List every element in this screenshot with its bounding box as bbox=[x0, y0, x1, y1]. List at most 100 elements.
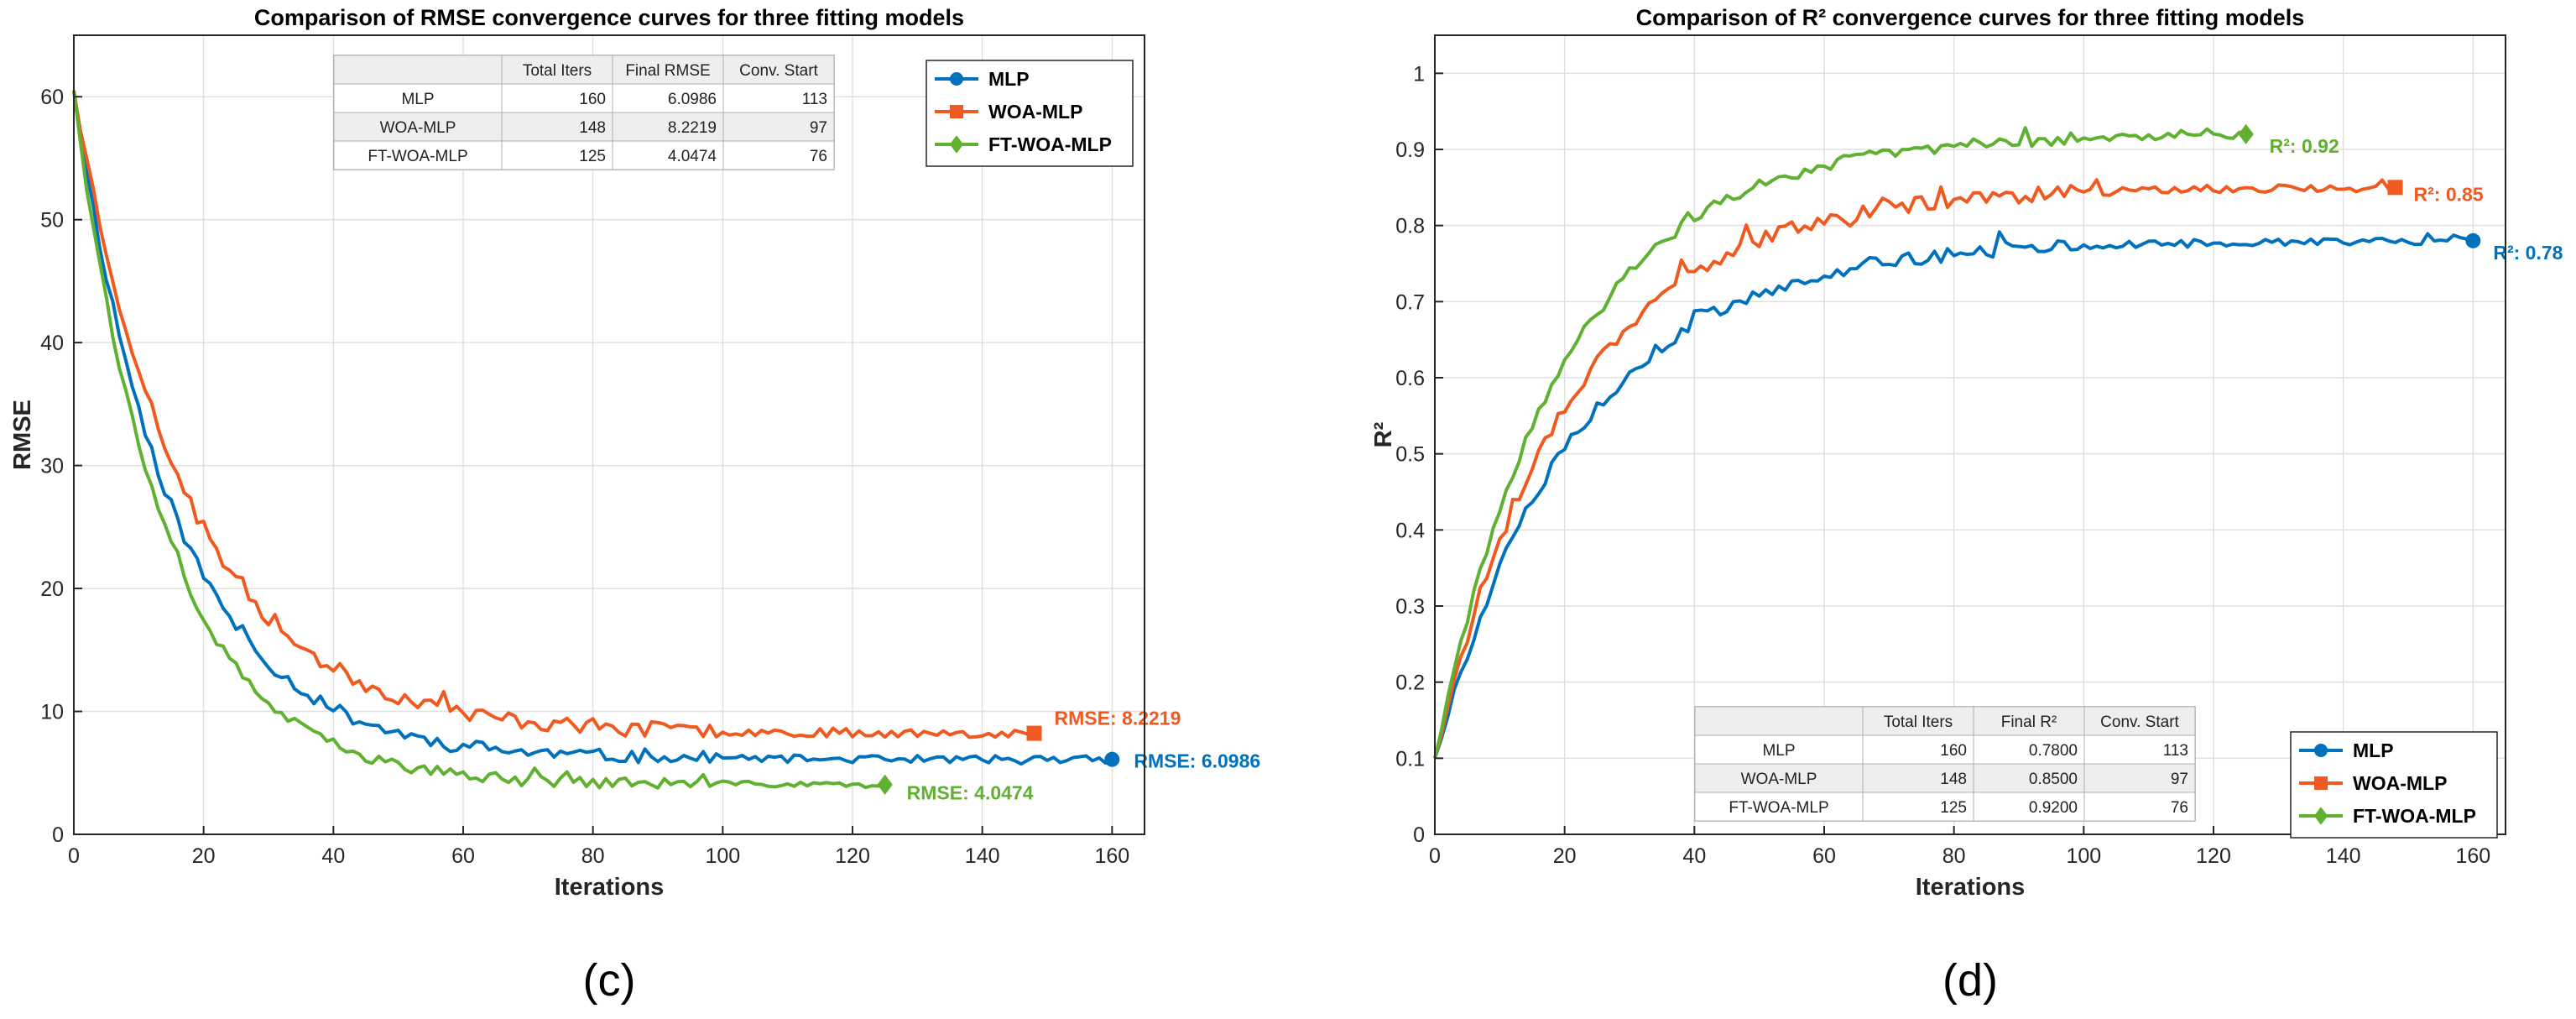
table-cell: 4.0474 bbox=[668, 148, 717, 165]
x-tick-label: 80 bbox=[1942, 844, 1966, 868]
y-tick-label: 20 bbox=[40, 577, 64, 601]
end-marker-woa-mlp bbox=[1026, 725, 1042, 741]
table-cell: 113 bbox=[802, 91, 827, 108]
table-row bbox=[333, 83, 835, 113]
table-cell: 8.2219 bbox=[668, 119, 717, 137]
y-tick-label: 10 bbox=[40, 701, 64, 724]
axes-box bbox=[73, 34, 1145, 835]
series-line-mlp bbox=[72, 90, 1113, 766]
end-label-mlp: RMSE: 6.0986 bbox=[1134, 750, 1260, 772]
legend-marker bbox=[2313, 807, 2328, 825]
y-tick-label: 40 bbox=[40, 332, 64, 355]
table-cell: 0.7800 bbox=[2029, 742, 2078, 760]
y-tick-label: 0.6 bbox=[1395, 367, 1425, 390]
series-group bbox=[1433, 126, 2474, 759]
table-cell: 148 bbox=[1940, 771, 1967, 788]
x-tick-label: 60 bbox=[451, 844, 475, 868]
table-cell: MLP bbox=[1762, 742, 1795, 760]
y-tick-label: 0.5 bbox=[1395, 443, 1425, 467]
y-tick-label: 0 bbox=[52, 823, 64, 847]
legend-marker bbox=[949, 135, 964, 154]
panel-label: (c) bbox=[583, 955, 636, 1006]
y-tick-label: 0.8 bbox=[1395, 215, 1425, 238]
x-tick-label: 40 bbox=[1682, 844, 1706, 868]
series-line-ft-woa-mlp bbox=[72, 90, 886, 790]
plot-area bbox=[1435, 35, 2506, 834]
table-cell: 125 bbox=[1940, 799, 1967, 817]
table-cell: 76 bbox=[2171, 799, 2188, 817]
series-line-ft-woa-mlp bbox=[1433, 126, 2247, 759]
legend-marker bbox=[950, 105, 963, 118]
x-axis-label: Iterations bbox=[555, 874, 665, 901]
series-line-woa-mlp bbox=[72, 90, 1035, 739]
table-header-cell: Total Iters bbox=[523, 62, 592, 80]
table-cell: 97 bbox=[2171, 771, 2188, 788]
end-label-woa-mlp: R²: 0.85 bbox=[2414, 183, 2484, 205]
x-axis-label: Iterations bbox=[1916, 874, 2026, 901]
table-header-cell: Conv. Start bbox=[739, 62, 818, 80]
legend-label: MLP bbox=[2353, 739, 2394, 761]
table-cell: 97 bbox=[810, 119, 827, 137]
table-cell: 125 bbox=[579, 148, 606, 165]
y-tick-label: 0 bbox=[1413, 823, 1425, 847]
x-tick-label: 160 bbox=[2455, 844, 2490, 868]
end-marker-mlp bbox=[2465, 233, 2481, 248]
tick-labels: 0 20 40 60 80 100 120 140 160 0 10 20 30 40 50 60 bbox=[40, 86, 1129, 868]
y-tick-label: 50 bbox=[40, 209, 64, 233]
table-row bbox=[1694, 763, 2196, 793]
y-tick-label: 30 bbox=[40, 455, 64, 478]
x-tick-label: 120 bbox=[835, 844, 870, 868]
end-label-mlp: R²: 0.78 bbox=[2493, 242, 2563, 264]
table-cell: 160 bbox=[1940, 742, 1967, 760]
x-tick-label: 40 bbox=[321, 844, 345, 868]
chart-title: Comparison of RMSE convergence curves fo… bbox=[254, 5, 964, 30]
table-cell: FT-WOA-MLP bbox=[368, 148, 467, 165]
x-tick-label: 100 bbox=[2066, 844, 2101, 868]
table-cell: 160 bbox=[579, 91, 606, 108]
end-marker-mlp bbox=[1104, 751, 1120, 767]
rmse-chart-panel: RMSE: 6.0986 RMSE: 8.2219 RMSE: 4.0474 0 20 4… bbox=[9, 5, 1260, 1006]
x-tick-label: 140 bbox=[965, 844, 1000, 868]
table-row bbox=[1694, 734, 2196, 765]
y-tick-label: 60 bbox=[40, 86, 64, 109]
y-tick-label: 0.3 bbox=[1395, 595, 1425, 619]
table-cell: 6.0986 bbox=[668, 91, 717, 108]
x-tick-label: 60 bbox=[1812, 844, 1836, 868]
x-tick-label: 0 bbox=[1429, 844, 1441, 868]
table-cell: 0.8500 bbox=[2029, 771, 2078, 788]
table-header-cell: Total Iters bbox=[1884, 713, 1953, 731]
table-cell: FT-WOA-MLP bbox=[1729, 799, 1828, 817]
table-row bbox=[1694, 792, 2196, 822]
legend-marker bbox=[950, 72, 963, 86]
y-tick-label: 0.1 bbox=[1395, 747, 1425, 771]
x-tick-label: 140 bbox=[2326, 844, 2361, 868]
series-group bbox=[72, 90, 1113, 790]
end-marker-ft-woa-mlp bbox=[877, 774, 893, 795]
series-line-mlp bbox=[1433, 230, 2474, 759]
legend-label: MLP bbox=[988, 68, 1030, 90]
legend-label: WOA-MLP bbox=[988, 101, 1082, 123]
x-tick-label: 100 bbox=[705, 844, 740, 868]
end-label-woa-mlp: RMSE: 8.2219 bbox=[1055, 708, 1181, 729]
table-row bbox=[333, 112, 835, 142]
x-tick-label: 20 bbox=[1553, 844, 1577, 868]
table-cell: 148 bbox=[579, 119, 606, 137]
legend-label: WOA-MLP bbox=[2353, 772, 2447, 794]
x-tick-label: 0 bbox=[68, 844, 80, 868]
legend-label: FT-WOA-MLP bbox=[2353, 805, 2476, 827]
panel-label: (d) bbox=[1942, 955, 1998, 1006]
table-cell: WOA-MLP bbox=[380, 119, 456, 137]
end-label-ft-woa-mlp: RMSE: 4.0474 bbox=[907, 782, 1034, 804]
stats-table: Total Iters Final RMSE Conv. Start MLP 160 6.… bbox=[333, 55, 835, 170]
table-cell: 0.9200 bbox=[2029, 799, 2078, 817]
table-cell: WOA-MLP bbox=[1741, 771, 1817, 788]
y-tick-label: 0.2 bbox=[1395, 671, 1425, 695]
r2-chart-panel: R²: 0.78 R²: 0.85 R²: 0.92 0 20 40 60 80 100 120 1… bbox=[1370, 5, 2563, 1006]
series-line-woa-mlp bbox=[1433, 178, 2396, 759]
legend-label: FT-WOA-MLP bbox=[988, 133, 1112, 155]
chart-title: Comparison of R² convergence curves for … bbox=[1636, 5, 2305, 30]
end-label-ft-woa-mlp: R²: 0.92 bbox=[2270, 135, 2339, 157]
legend-marker bbox=[2314, 744, 2328, 757]
legend-marker bbox=[2314, 776, 2328, 790]
